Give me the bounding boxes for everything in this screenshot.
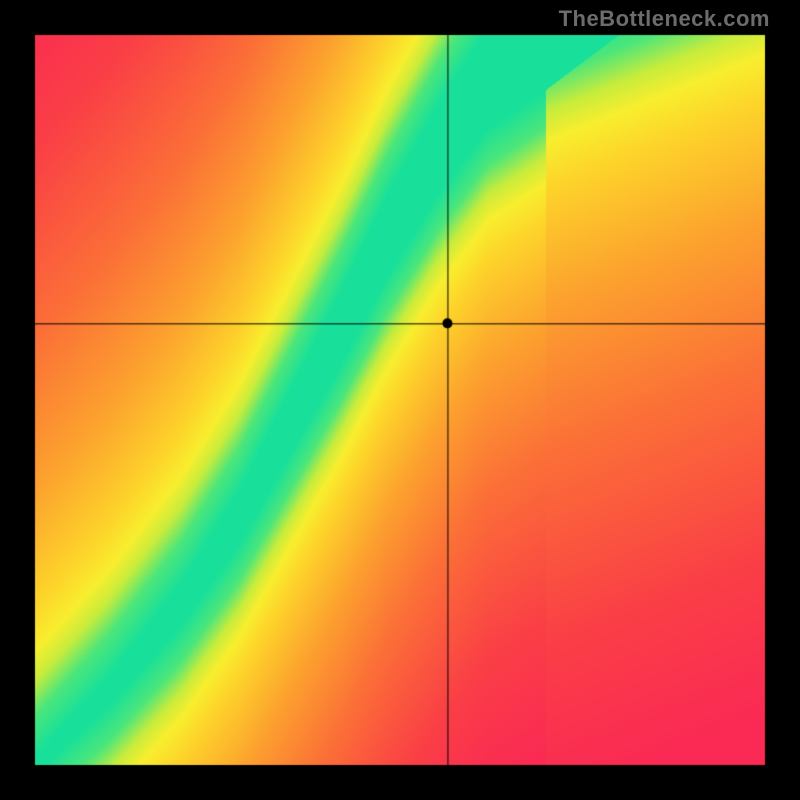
watermark-text: TheBottleneck.com [559, 6, 770, 32]
bottleneck-heatmap [0, 0, 800, 800]
